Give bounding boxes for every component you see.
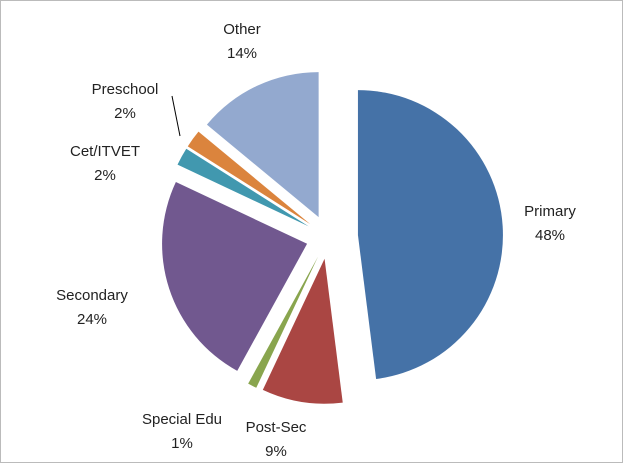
slice-value-label: 1%: [171, 435, 193, 452]
slice-value-label: 2%: [94, 167, 116, 184]
slice-value-label: 9%: [265, 443, 287, 460]
slice-label: Primary: [524, 203, 576, 220]
pie-slice: [187, 131, 311, 225]
pie-slice: [206, 72, 319, 218]
slice-label: Post-Sec: [246, 419, 307, 436]
slice-value-label: 48%: [535, 227, 565, 244]
slice-label: Special Edu: [142, 411, 222, 428]
slice-label: Secondary: [56, 287, 128, 304]
leader-line: [171, 95, 181, 137]
slice-value-label: 24%: [77, 311, 107, 328]
slice-value-label: 14%: [227, 45, 257, 62]
pie-slice: [248, 256, 319, 388]
slice-value-label: 2%: [114, 105, 136, 122]
slice-label: Cet/ITVET: [70, 143, 140, 160]
pie-slice: [162, 182, 308, 371]
slice-label: Preschool: [92, 81, 159, 98]
pie-slice: [262, 258, 343, 404]
slice-label: Other: [223, 21, 261, 38]
pie-slice: [357, 90, 503, 379]
pie-slice: [177, 148, 309, 227]
